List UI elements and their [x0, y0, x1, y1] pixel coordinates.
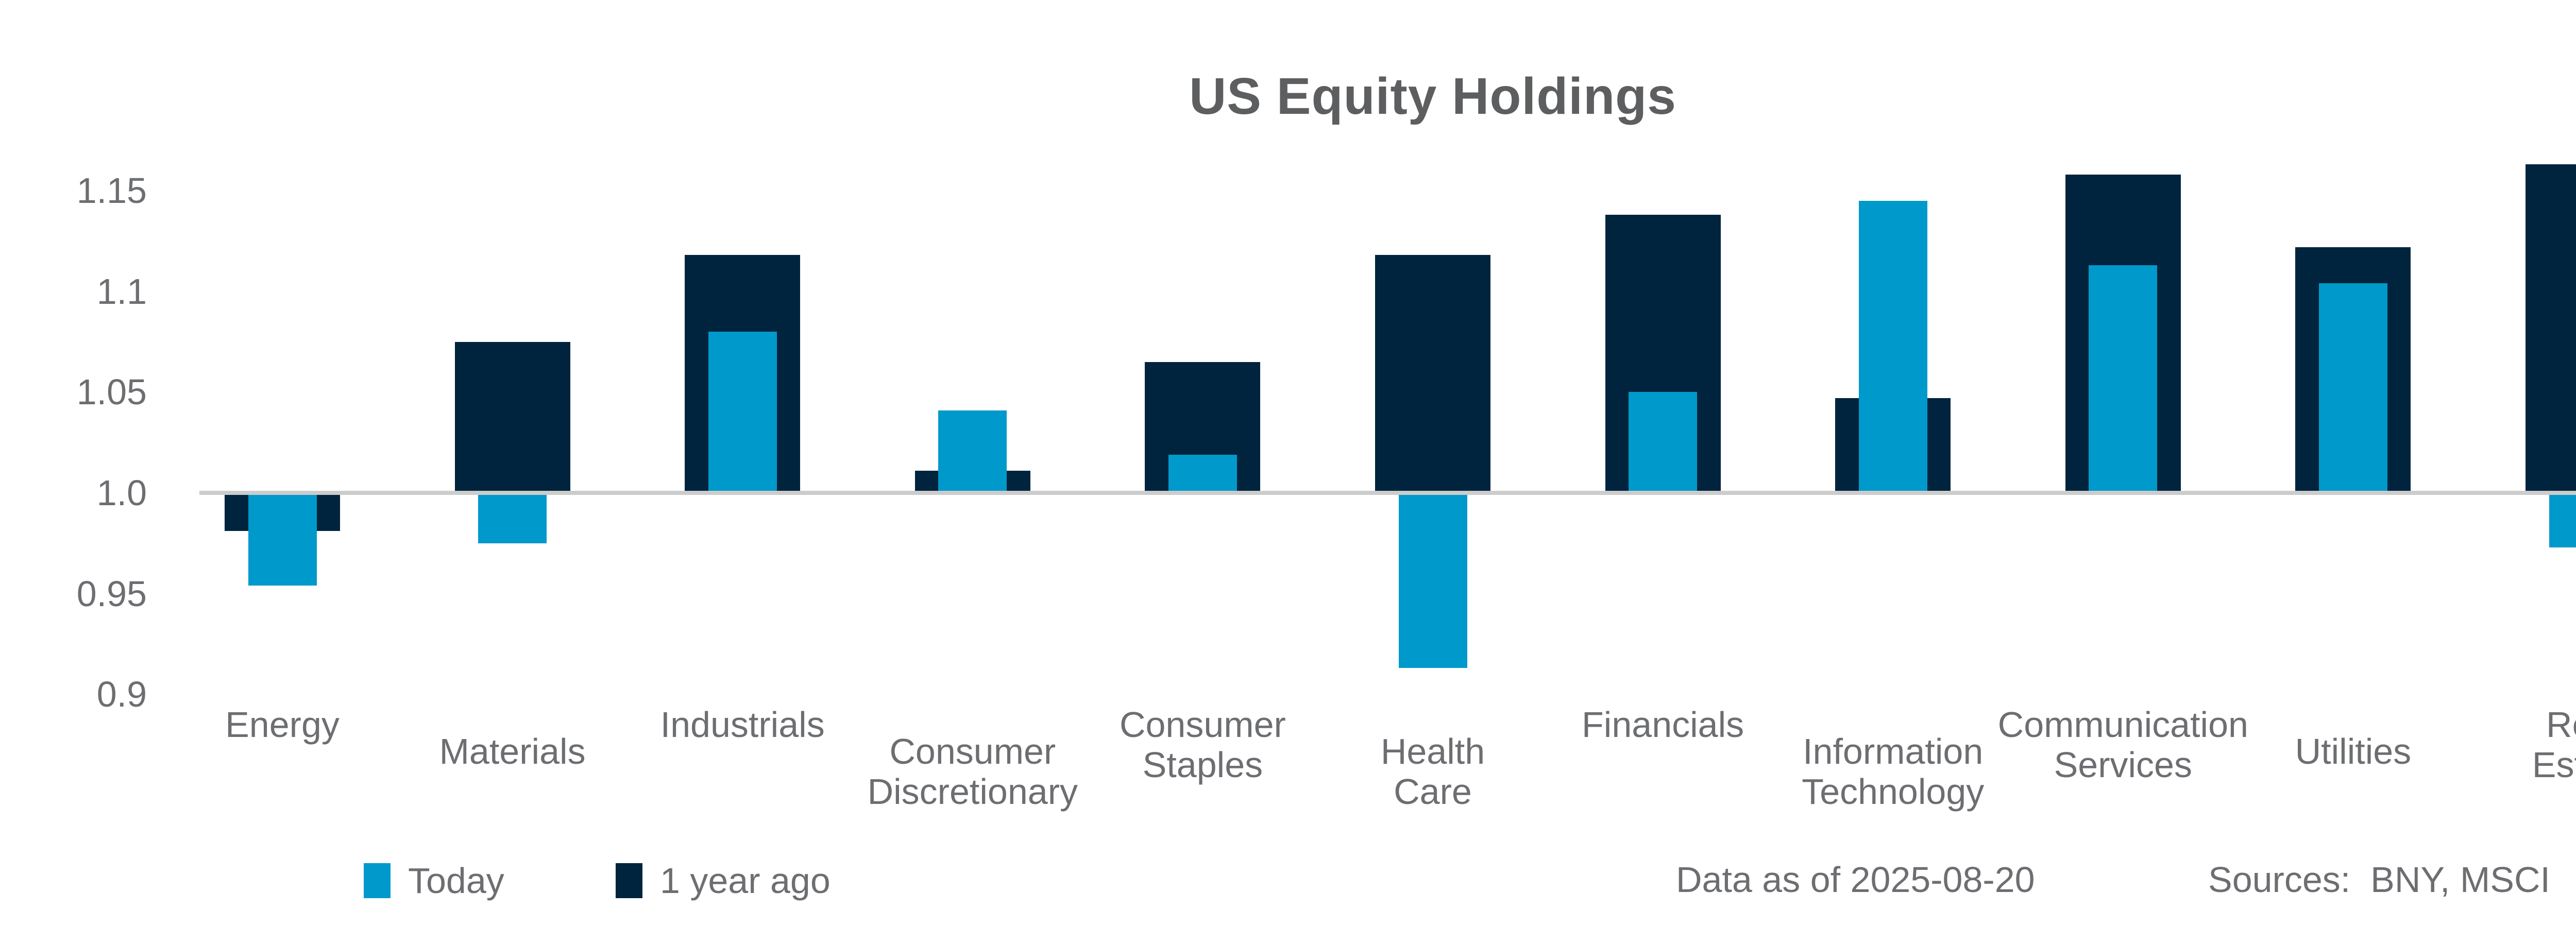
x-label-materials: Materials [439, 731, 586, 771]
y-tick-label-0.95: 0.95 [76, 573, 147, 614]
bar-today-consumer-staples [1168, 454, 1237, 493]
y-tick-label-1.0: 1.0 [96, 473, 147, 513]
legend-label-today: Today [408, 861, 504, 901]
y-tick-label-1.15: 1.15 [76, 170, 147, 211]
y-tick-label-1.05: 1.05 [76, 372, 147, 413]
chart-title: US Equity Holdings [1189, 67, 1676, 125]
bar-1-year-ago-materials [454, 341, 570, 493]
x-label-information-technology: Information Technology [1802, 731, 1985, 812]
x-label-communication-services: Communication Services [1997, 705, 2248, 785]
legend-item-year-ago: 1 year ago [616, 860, 831, 901]
legend-swatch-today [364, 863, 391, 898]
bar-today-materials [478, 493, 547, 543]
x-label-financials: Financials [1582, 705, 1744, 745]
legend-label-year-ago: 1 year ago [660, 861, 831, 901]
x-label-utilities: Utilities [2295, 731, 2412, 771]
bar-today-industrials [708, 332, 777, 493]
x-label-industrials: Industrials [660, 705, 825, 745]
bar-1-year-ago-health-care [1375, 255, 1490, 493]
sources-note: Sources: BNY, MSCI [2208, 860, 2550, 900]
x-label-real-estate: RealEstate [2532, 705, 2576, 785]
x-label-consumer-staples: Consumer Staples [1119, 705, 1286, 785]
bar-today-energy [248, 493, 317, 586]
bar-1-year-ago-real-estate [2526, 164, 2576, 493]
bar-today-information-technology [1858, 200, 1927, 493]
bar-today-utilities [2318, 283, 2387, 493]
y-tick-label-0.9: 0.9 [96, 674, 147, 715]
x-label-health-care: Health Care [1380, 731, 1485, 812]
bar-today-real-estate [2549, 493, 2576, 547]
data-as-of-note: Data as of 2025-08-20 [1676, 860, 2035, 900]
legend-item-today: Today [364, 860, 504, 901]
y-tick-label-1.1: 1.1 [96, 271, 147, 312]
legend-swatch-year-ago [616, 863, 642, 898]
bar-today-financials [1629, 392, 1698, 493]
bar-today-health-care [1398, 493, 1467, 668]
bar-today-communication-services [2089, 265, 2158, 493]
x-label-consumer-discretionary: Consumer Discretionary [867, 731, 1078, 812]
bar-today-consumer-discretionary [938, 410, 1007, 493]
baseline-axis-line [199, 491, 2576, 495]
x-label-energy: Energy [225, 705, 340, 745]
